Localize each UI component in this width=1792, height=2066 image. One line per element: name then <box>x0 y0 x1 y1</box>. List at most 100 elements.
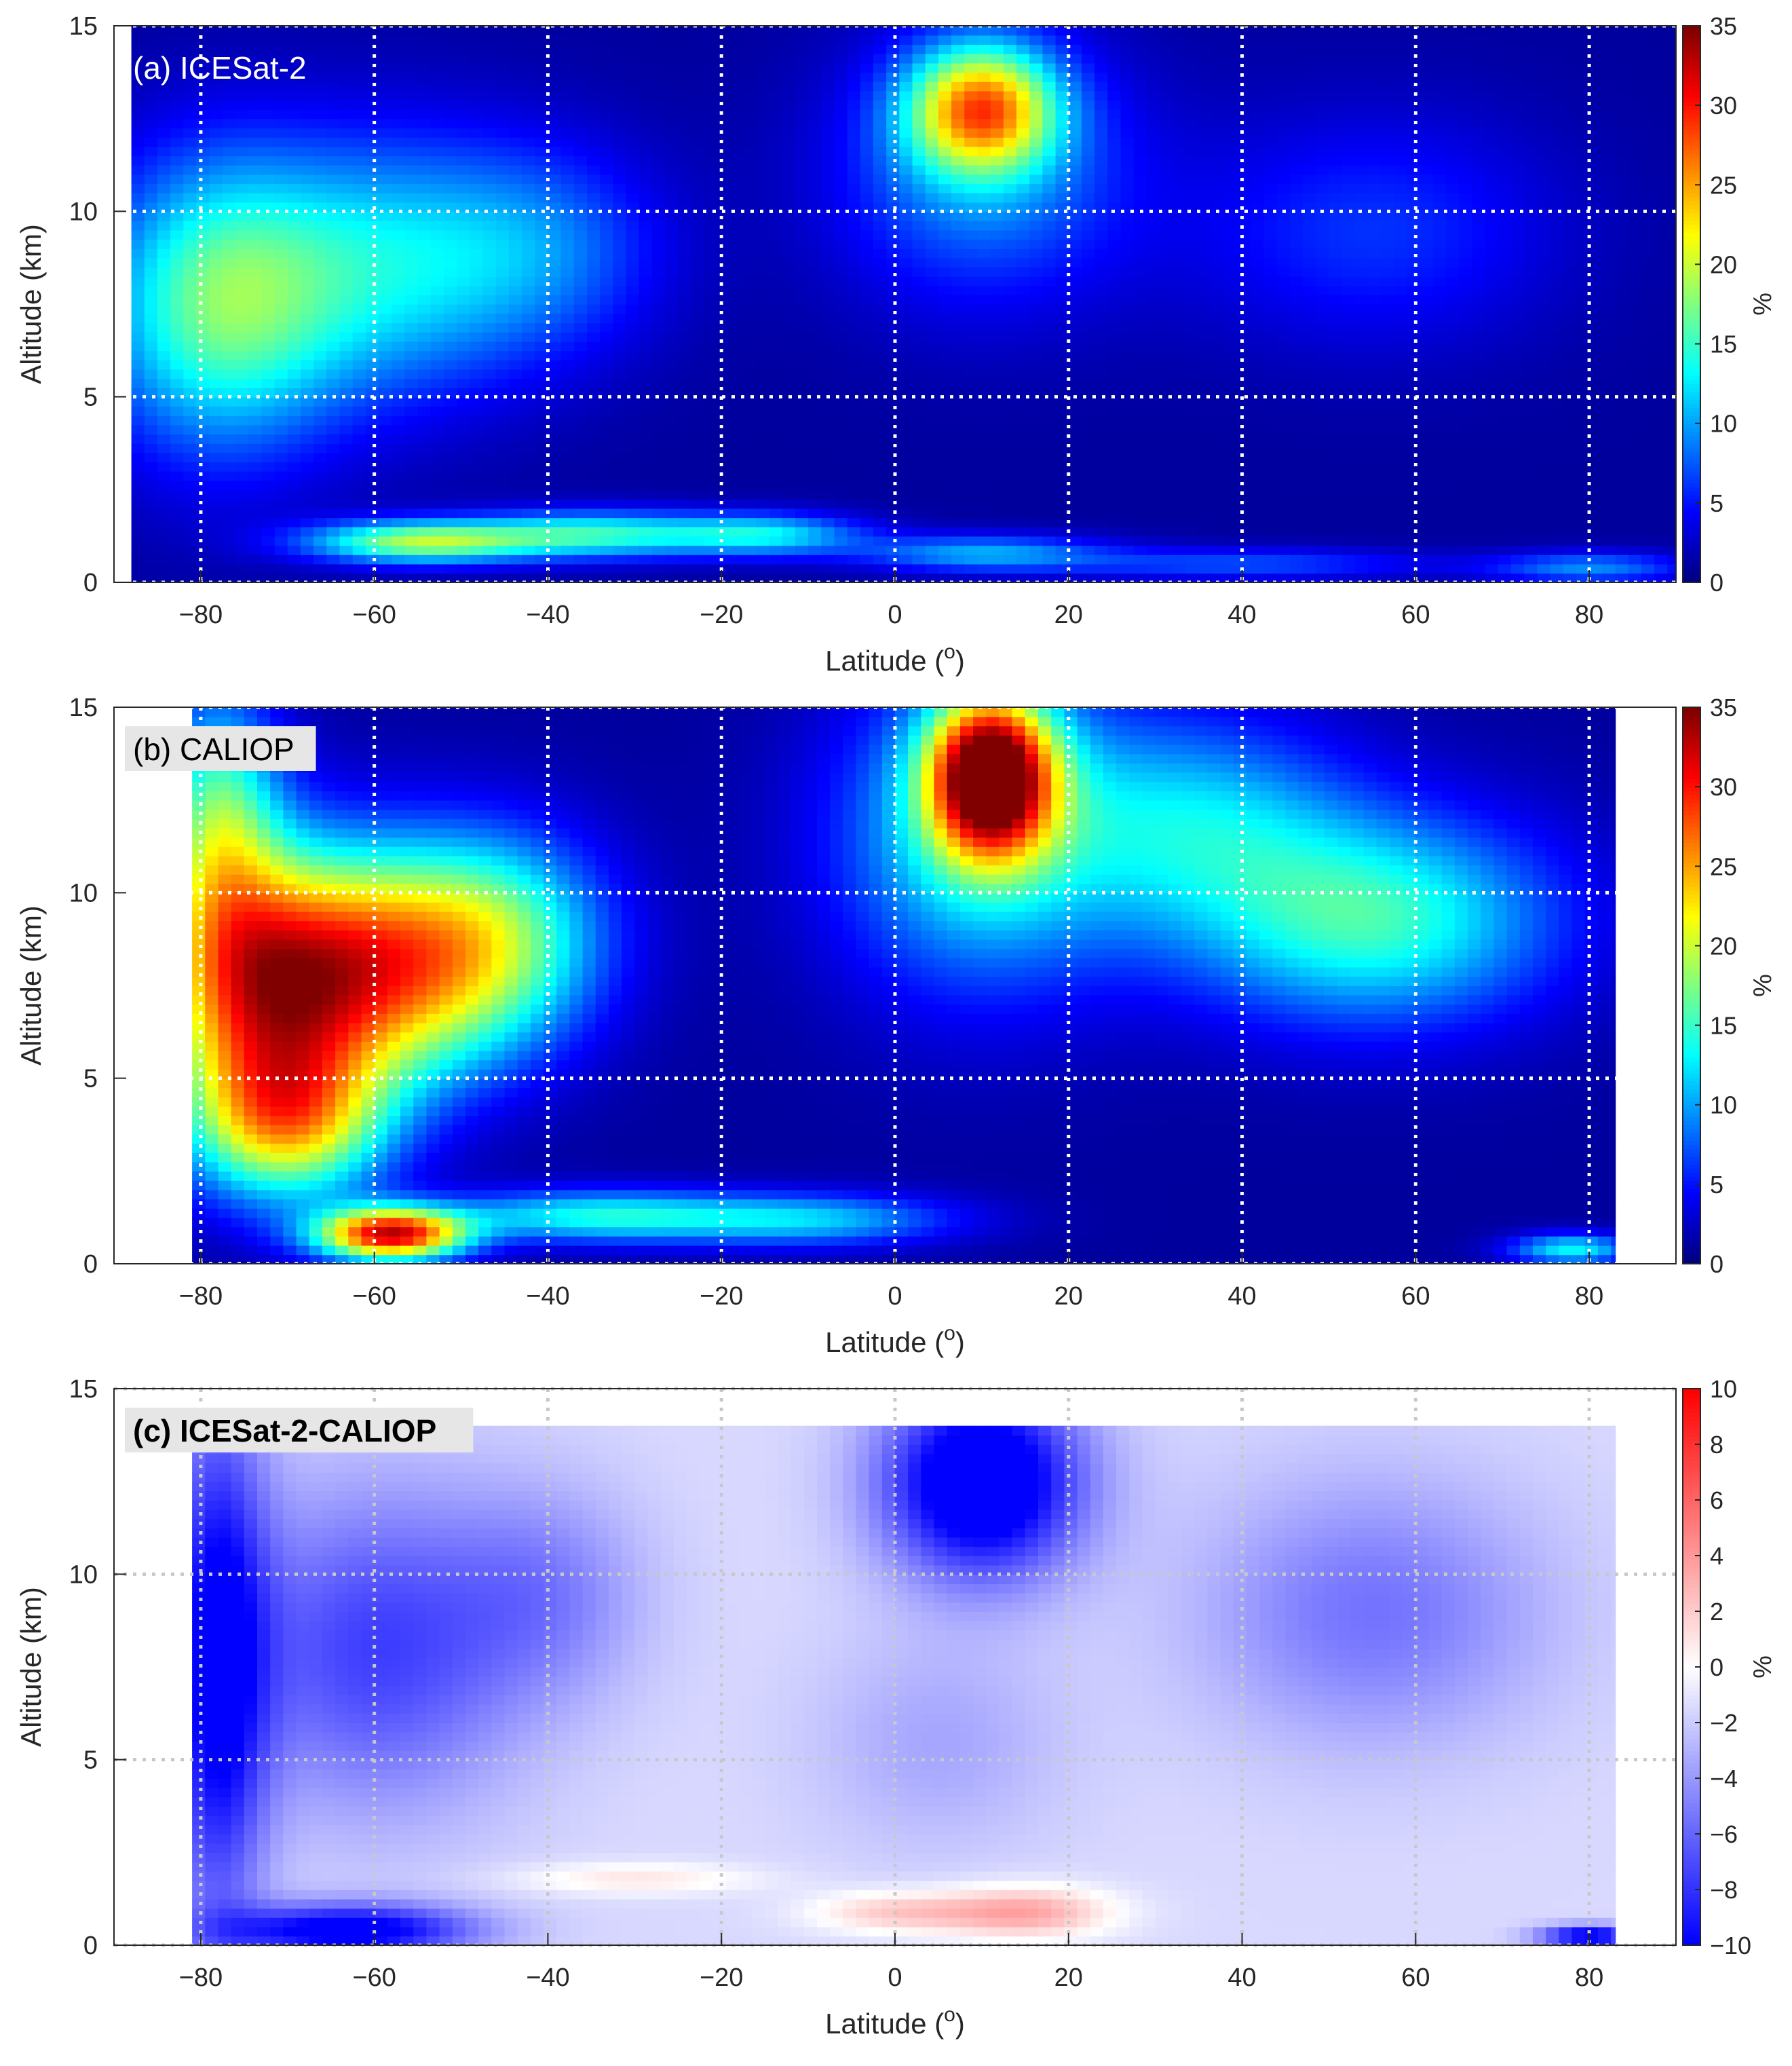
heatmap-cell <box>665 248 679 259</box>
heatmap-cell <box>1029 545 1044 555</box>
heatmap-cell <box>795 350 809 360</box>
heatmap-cell <box>756 257 770 268</box>
heatmap-cell <box>717 165 731 175</box>
heatmap-cell <box>1146 26 1160 36</box>
heatmap-cell <box>470 517 484 527</box>
heatmap-cell <box>482 90 497 101</box>
heatmap-cell <box>287 332 301 342</box>
heatmap-cell <box>196 369 210 379</box>
heatmap-cell <box>365 406 379 416</box>
heatmap-cell <box>274 322 288 333</box>
heatmap-cell <box>756 174 770 185</box>
heatmap-cell <box>743 62 757 73</box>
heatmap-cell <box>691 378 705 388</box>
heatmap-cell <box>964 555 978 565</box>
heatmap-cell <box>990 221 1004 231</box>
heatmap-cell <box>808 462 822 472</box>
heatmap-cell <box>821 248 835 259</box>
heatmap-cell <box>743 211 757 221</box>
heatmap-cell <box>404 267 419 277</box>
heatmap-cell <box>1029 267 1044 277</box>
heatmap-cell <box>1160 239 1174 249</box>
heatmap-cell <box>560 452 575 463</box>
heatmap-cell <box>638 257 653 268</box>
heatmap-cell <box>417 295 432 305</box>
heatmap-cell <box>1042 406 1056 416</box>
heatmap-cell <box>379 267 393 277</box>
heatmap-cell <box>795 118 809 129</box>
heatmap-cell <box>613 285 627 296</box>
heatmap-cell <box>352 81 366 92</box>
heatmap-cell <box>1082 295 1095 305</box>
heatmap-cell <box>782 128 796 138</box>
heatmap-cell <box>482 378 497 388</box>
heatmap-cell <box>938 313 952 324</box>
heatmap-cell <box>1146 471 1160 481</box>
heatmap-cell <box>860 443 874 453</box>
heatmap-cell <box>964 221 978 231</box>
heatmap-cell <box>1146 480 1160 491</box>
heatmap-cell <box>704 229 718 240</box>
heatmap-cell <box>1146 443 1160 453</box>
heatmap-cell <box>1016 452 1030 463</box>
heatmap-cell <box>379 517 393 527</box>
heatmap-cell <box>782 489 796 500</box>
heatmap-cell <box>691 563 705 574</box>
heatmap-cell <box>131 72 145 82</box>
heatmap-cell <box>196 378 210 388</box>
heatmap-cell <box>691 555 705 565</box>
heatmap-cell <box>899 202 913 212</box>
heatmap-cell <box>209 62 223 73</box>
heatmap-cell <box>1029 229 1044 240</box>
heatmap-cell <box>235 90 249 101</box>
heatmap-cell <box>1173 72 1187 82</box>
heatmap-cell <box>938 35 952 45</box>
heatmap-cell <box>301 304 314 314</box>
heatmap-cell <box>313 545 328 555</box>
heatmap-cell <box>1173 248 1187 259</box>
heatmap-cell <box>1107 452 1122 463</box>
heatmap-cell <box>1016 406 1030 416</box>
heatmap-cell <box>808 109 822 119</box>
heatmap-cell <box>482 193 497 203</box>
heatmap-cell <box>769 174 783 185</box>
heatmap-cell <box>886 424 900 435</box>
heatmap-cell <box>1082 100 1095 110</box>
heatmap-cell <box>365 471 379 481</box>
heatmap-cell <box>834 155 848 166</box>
heatmap-cell <box>470 35 484 45</box>
heatmap-cell <box>470 508 484 519</box>
heatmap-cell <box>144 174 158 185</box>
heatmap-cell <box>522 462 536 472</box>
heatmap-cell <box>522 489 536 500</box>
heatmap-cell <box>600 369 614 379</box>
heatmap-cell <box>196 313 210 324</box>
heatmap-cell <box>964 369 978 379</box>
heatmap-cell <box>522 90 536 101</box>
heatmap-cell <box>600 128 614 138</box>
heatmap-cell <box>209 146 223 157</box>
heatmap-cell <box>769 406 783 416</box>
heatmap-cell <box>495 332 510 342</box>
heatmap-cell <box>912 350 926 360</box>
heatmap-cell <box>847 267 861 277</box>
heatmap-cell <box>886 350 900 360</box>
heatmap-cell <box>404 536 419 546</box>
heatmap-cell <box>613 545 627 555</box>
heatmap-cell <box>196 90 210 101</box>
heatmap-cell <box>430 221 444 231</box>
heatmap-cell <box>261 489 275 500</box>
heatmap-cell <box>587 555 600 565</box>
heatmap-cell <box>196 248 210 259</box>
heatmap-cell <box>470 471 484 481</box>
heatmap-cell <box>977 341 991 352</box>
heatmap-cell <box>1173 109 1187 119</box>
heatmap-cell <box>573 369 588 379</box>
heatmap-cell <box>1042 563 1056 574</box>
heatmap-cell <box>261 295 275 305</box>
heatmap-cell <box>717 183 731 193</box>
heatmap-cell <box>756 128 770 138</box>
heatmap-cell <box>600 257 614 268</box>
heatmap-cell <box>352 35 366 45</box>
heatmap-cell <box>1082 137 1095 147</box>
